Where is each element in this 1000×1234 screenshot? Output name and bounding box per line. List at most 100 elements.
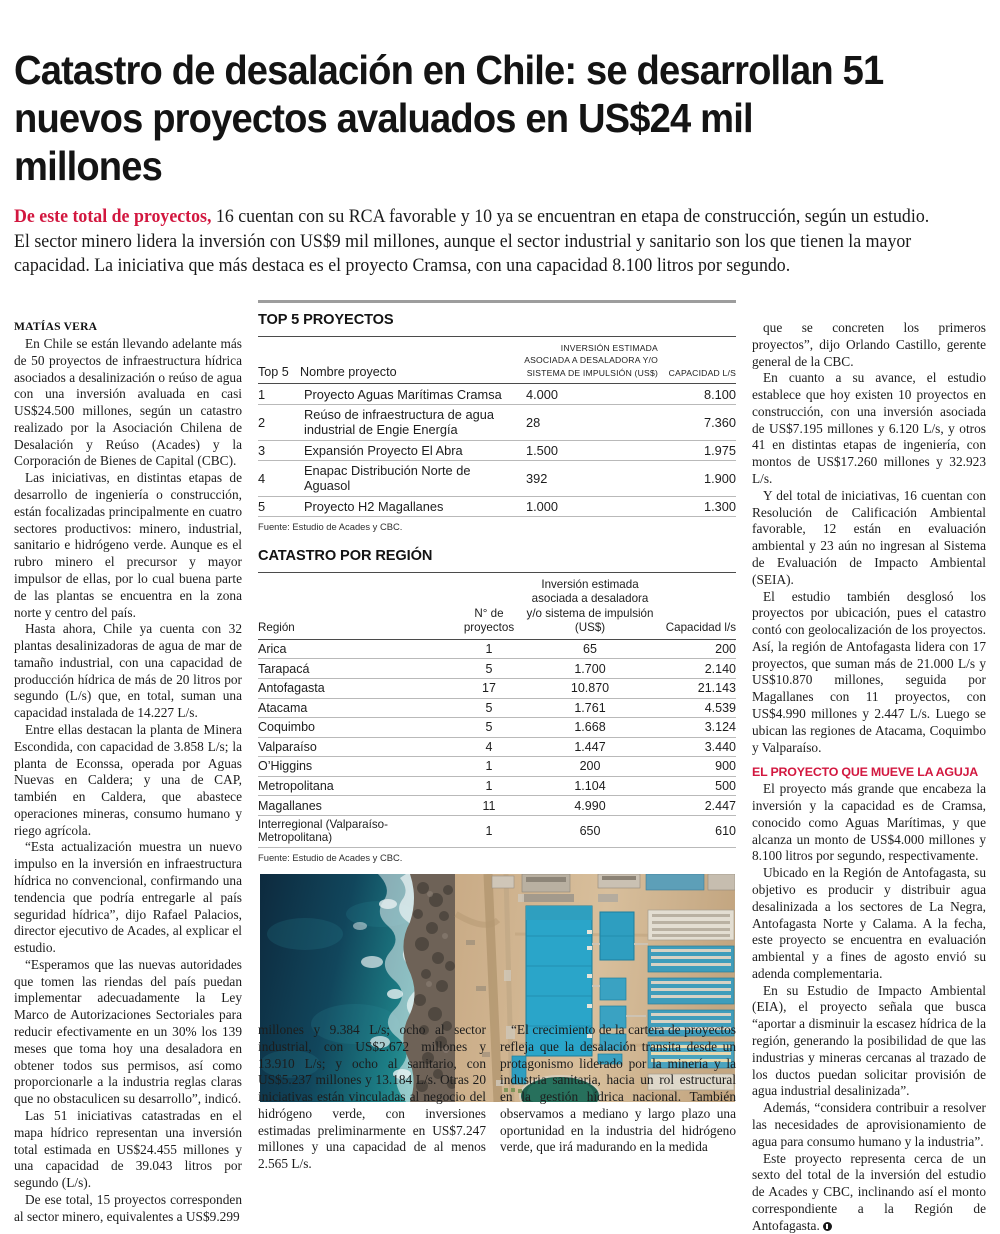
top5-cell-investment: 392 xyxy=(518,461,658,497)
region-cell-investment: 1.104 xyxy=(524,776,656,796)
top5-cell-investment: 28 xyxy=(518,404,658,440)
region-cell-num: 5 xyxy=(454,718,524,738)
left-paragraph-7: Las 51 iniciativas catastradas en el map… xyxy=(14,1108,242,1192)
top5-cell-rank: 4 xyxy=(258,461,300,497)
top5-cell-name: Proyecto H2 Magallanes xyxy=(300,496,518,517)
top5-cell-capacity: 1.300 xyxy=(658,496,736,517)
top5-table: Top 5 Nombre proyecto Inversión estimada… xyxy=(258,336,736,517)
middle-column: TOP 5 PROYECTOS Top 5 Nombre proyecto In… xyxy=(258,300,736,1102)
byline: MATÍAS VERA xyxy=(14,320,242,333)
region-cell-capacity: 4.539 xyxy=(656,698,736,718)
table-row: 2 Reúso de infraestructura de agua indus… xyxy=(258,404,736,440)
top5-module-title: TOP 5 PROYECTOS xyxy=(258,312,736,328)
region-cell-capacity: 2.140 xyxy=(656,659,736,679)
top5-cell-rank: 1 xyxy=(258,384,300,405)
region-table-head: Región N° de proyectos Inversión estimad… xyxy=(258,573,736,640)
table-row: Tarapacá 5 1.700 2.140 xyxy=(258,659,736,679)
table-row: Coquimbo 5 1.668 3.124 xyxy=(258,718,736,738)
left-paragraph-6: “Esperamos que las nuevas autoridades qu… xyxy=(14,957,242,1108)
region-cell-investment: 200 xyxy=(524,757,656,777)
top5-cell-rank: 2 xyxy=(258,404,300,440)
right2-paragraph-4: Además, “considera contribuir a resolver… xyxy=(752,1100,986,1150)
region-cell-region: Magallanes xyxy=(258,796,454,816)
right-paragraph-1: que se concreten los primeros proyectos”… xyxy=(752,320,986,370)
region-header-investment: Inversión estimada asociada a desaladora… xyxy=(524,573,656,640)
region-header-region: Región xyxy=(258,573,454,640)
region-cell-num: 4 xyxy=(454,737,524,757)
top5-cell-capacity: 1.975 xyxy=(658,440,736,461)
right2-paragraph-1: El proyecto más grande que encabeza la i… xyxy=(752,781,986,865)
top5-table-body: 1 Proyecto Aguas Marítimas Cramsa 4.000 … xyxy=(258,384,736,517)
module-top-rule xyxy=(258,300,736,303)
lead-strong-intro: De este total de proyectos, xyxy=(14,206,211,227)
region-cell-capacity: 500 xyxy=(656,776,736,796)
region-cell-num: 11 xyxy=(454,796,524,816)
right-column: que se concreten los primeros proyectos”… xyxy=(752,320,986,1234)
region-cell-num: 1 xyxy=(454,776,524,796)
right2-paragraph-2: Ubicado en la Región de Antofagasta, su … xyxy=(752,865,986,982)
right-paragraph-4: El estudio también desglosó los proyecto… xyxy=(752,589,986,757)
top5-header-capacity: Capacidad L/s xyxy=(658,337,736,384)
region-cell-region: Tarapacá xyxy=(258,659,454,679)
table-row: Antofagasta 17 10.870 21.143 xyxy=(258,678,736,698)
bottom-left-paragraph: millones y 9.384 L/s; ocho al sector ind… xyxy=(258,1022,486,1173)
region-cell-capacity: 2.447 xyxy=(656,796,736,816)
top5-cell-name: Reúso de infraestructura de agua industr… xyxy=(300,404,518,440)
region-cell-region: Antofagasta xyxy=(258,678,454,698)
region-cell-investment: 650 xyxy=(524,816,656,848)
left-paragraph-5: “Esta actualización muestra un nuevo imp… xyxy=(14,839,242,956)
region-table: Región N° de proyectos Inversión estimad… xyxy=(258,572,736,847)
left-paragraph-3: Hasta ahora, Chile ya cuenta con 32 plan… xyxy=(14,621,242,722)
newspaper-article-page: Catastro de desalación en Chile: se desa… xyxy=(0,0,1000,1174)
table-row: Metropolitana 1 1.104 500 xyxy=(258,776,736,796)
top5-cell-rank: 3 xyxy=(258,440,300,461)
right2-paragraph-3: En su Estudio de Impacto Ambiental (EIA)… xyxy=(752,983,986,1100)
right2-paragraph-5-text: Este proyecto representa cerca de un sex… xyxy=(752,1151,986,1233)
region-source-note: Fuente: Estudio de Acades y CBC. xyxy=(258,852,736,863)
top5-cell-capacity: 1.900 xyxy=(658,461,736,497)
region-cell-num: 1 xyxy=(454,639,524,659)
bottom-left-column: millones y 9.384 L/s; ocho al sector ind… xyxy=(258,1022,486,1173)
right-paragraph-2: En cuanto a su avance, el estudio establ… xyxy=(752,370,986,487)
top5-cell-capacity: 8.100 xyxy=(658,384,736,405)
table-row: Arica 1 65 200 xyxy=(258,639,736,659)
table-row: O’Higgins 1 200 900 xyxy=(258,757,736,777)
region-cell-num: 17 xyxy=(454,678,524,698)
top5-header-investment: Inversión estimada asociada a desaladora… xyxy=(518,337,658,384)
top5-table-head: Top 5 Nombre proyecto Inversión estimada… xyxy=(258,337,736,384)
region-cell-investment: 1.761 xyxy=(524,698,656,718)
right2-paragraph-5: Este proyecto representa cerca de un sex… xyxy=(752,1151,986,1234)
region-header-capacity: Capacidad l/s xyxy=(656,573,736,640)
table-row: 4 Enapac Distribución Norte de Aguasol 3… xyxy=(258,461,736,497)
region-header-row: Región N° de proyectos Inversión estimad… xyxy=(258,573,736,640)
table-row: Magallanes 11 4.990 2.447 xyxy=(258,796,736,816)
region-cell-capacity: 610 xyxy=(656,816,736,848)
top5-cell-investment: 1.000 xyxy=(518,496,658,517)
top5-cell-investment: 1.500 xyxy=(518,440,658,461)
top5-header-rank: Top 5 xyxy=(258,337,300,384)
region-cell-investment: 1.700 xyxy=(524,659,656,679)
right-paragraph-3: Y del total de iniciativas, 16 cuentan c… xyxy=(752,488,986,589)
region-header-num: N° de proyectos xyxy=(454,573,524,640)
top5-cell-capacity: 7.360 xyxy=(658,404,736,440)
region-cell-investment: 65 xyxy=(524,639,656,659)
region-cell-num: 5 xyxy=(454,659,524,679)
left-paragraph-1: En Chile se están llevando adelante más … xyxy=(14,336,242,470)
bottom-right-paragraph: “El crecimiento de la cartera de proyect… xyxy=(500,1022,736,1156)
region-cell-region: Coquimbo xyxy=(258,718,454,738)
top5-source-note: Fuente: Estudio de Acades y CBC. xyxy=(258,521,736,532)
left-paragraph-4: Entre ellas destacan la planta de Minera… xyxy=(14,722,242,839)
end-mark-icon xyxy=(823,1222,832,1231)
left-paragraph-2: Las iniciativas, en distintas etapas de … xyxy=(14,470,242,621)
region-cell-region: Valparaíso xyxy=(258,737,454,757)
region-cell-capacity: 3.440 xyxy=(656,737,736,757)
region-cell-capacity: 200 xyxy=(656,639,736,659)
region-cell-investment: 4.990 xyxy=(524,796,656,816)
region-cell-region: Interregional (Valparaíso- Metropolitana… xyxy=(258,816,454,848)
left-paragraph-8: De ese total, 15 proyectos corresponden … xyxy=(14,1192,242,1226)
lead-paragraph: De este total de proyectos, 16 cuentan c… xyxy=(14,205,943,279)
region-cell-region: Atacama xyxy=(258,698,454,718)
region-cell-capacity: 21.143 xyxy=(656,678,736,698)
table-row: 3 Expansión Proyecto El Abra 1.500 1.975 xyxy=(258,440,736,461)
top5-header-name: Nombre proyecto xyxy=(300,337,518,384)
